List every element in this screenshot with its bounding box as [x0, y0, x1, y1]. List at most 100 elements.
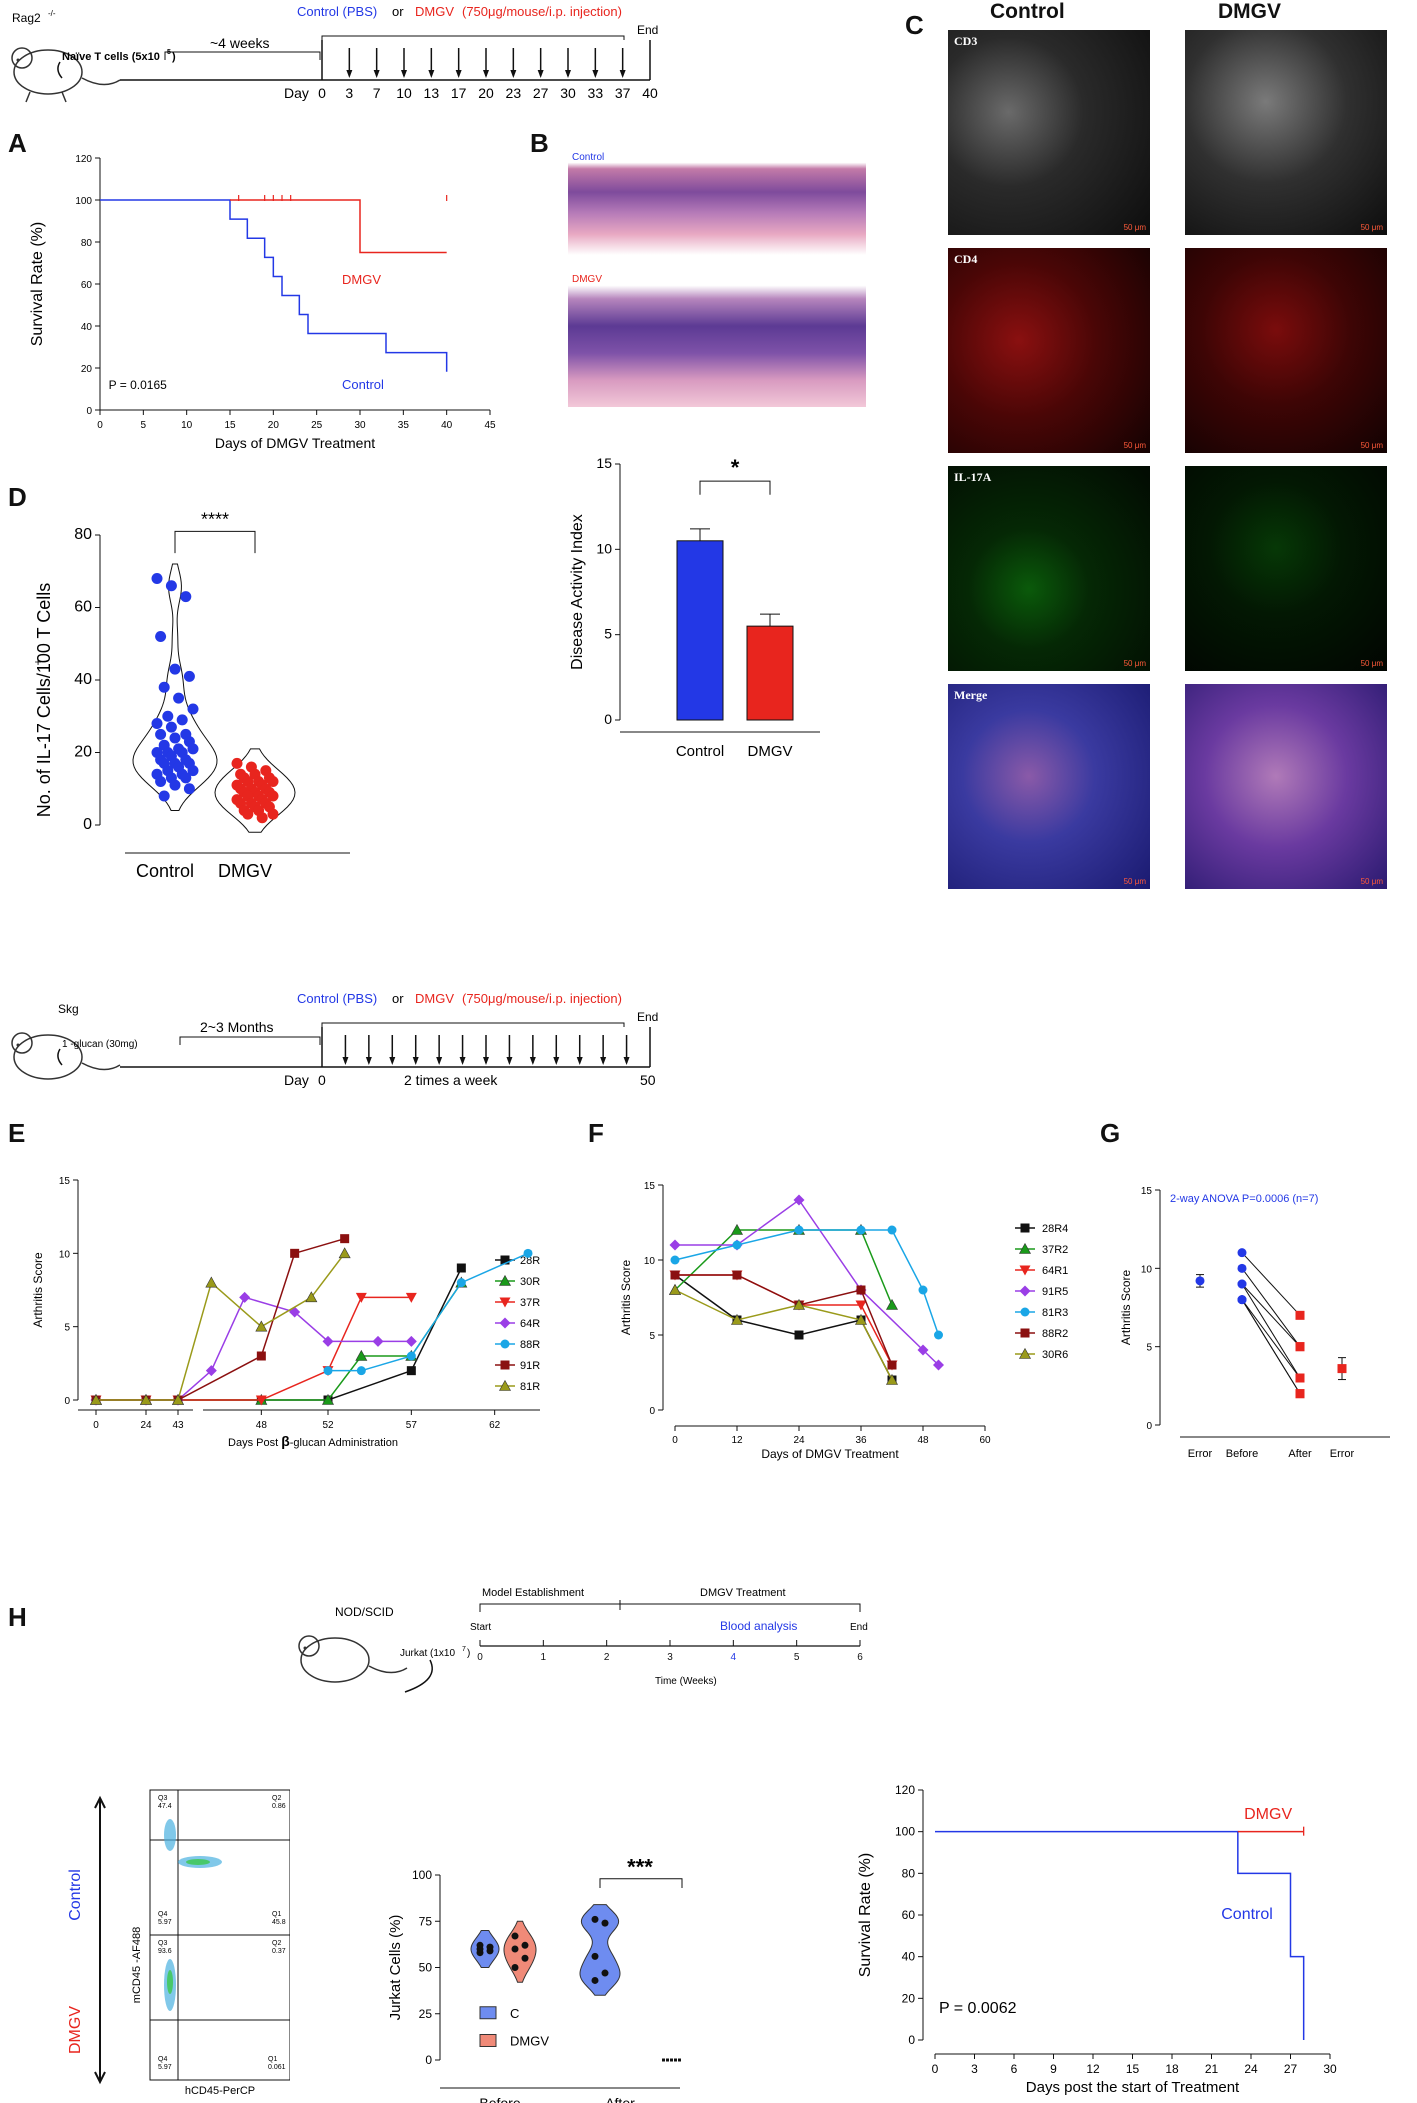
- schema-top-arrows: [346, 48, 626, 78]
- chart-hs-label-dmgv: DMGV: [1244, 1806, 1292, 1823]
- flow-control-q2-value: 0.86: [272, 1803, 286, 1810]
- flow-control-q1: Q1: [272, 1911, 281, 1918]
- chart-e-point: [355, 1292, 367, 1303]
- chart-f-legend-marker: [1018, 1347, 1032, 1359]
- chart-f-point: [887, 1360, 897, 1370]
- chart-g-before-point: [1237, 1263, 1247, 1273]
- schema-top-day-tick: 30: [560, 85, 576, 101]
- schema-h: NOD/SCID Jurkat (1x10 7 ) Model Establis…: [298, 1587, 868, 1693]
- chart-b-category-label: DMGV: [748, 743, 793, 760]
- chart-hv-c-before-point: [486, 1943, 494, 1951]
- chart-d-significance: ****: [201, 509, 229, 529]
- chart-e-x-label: Days Post β-glucan Administration: [228, 1433, 398, 1449]
- schema-top-arrowhead: [455, 70, 462, 78]
- chart-e-axes: 0 5 10 15 Arthritis Score: [31, 1176, 79, 1407]
- chart-e-point: [372, 1335, 384, 1347]
- schema-mid-arrowhead: [600, 1057, 607, 1065]
- chart-g-after-point: [1295, 1310, 1305, 1320]
- mouse-icon: [11, 1032, 121, 1080]
- schema-h-injection-sup: 7: [462, 1646, 466, 1653]
- chart-hv-y-tick-label: 50: [419, 1961, 433, 1975]
- chart-f-y-tick-label: 10: [644, 1256, 656, 1267]
- chart-d-point: [165, 721, 177, 733]
- schema-top-end: End: [637, 23, 658, 37]
- chart-e-legend-label: 88R2: [520, 1339, 540, 1351]
- chart-a-label-control: Control: [342, 377, 384, 392]
- chart-d-sig-bracket: [174, 530, 256, 554]
- chart-hs-annotation: P = 0.0062: [939, 2000, 1017, 2017]
- chart-e-point: [239, 1291, 251, 1303]
- chart-d-y-tick-label: 40: [74, 671, 92, 688]
- micro-dmgv-il17a-scale: 50 μm: [1360, 659, 1383, 668]
- schema-top-day-label: Day: [284, 85, 309, 101]
- schema-mid-mouse-label: Skg: [58, 1002, 79, 1016]
- chart-a-y-tick-label: 40: [81, 322, 93, 333]
- flow-control-q4: Q4: [158, 1911, 167, 1918]
- chart-a-y-label: Survival Rate (%): [29, 222, 46, 346]
- chart-hv-legend-dmgv: DMGV: [510, 2034, 549, 2049]
- chart-a-axes: 0 20 40 60 80 100 120 0 5 10 15 20 25 30 35 40 45 Surviva…: [29, 154, 496, 451]
- schema-top-injection-end: ): [172, 51, 176, 63]
- chart-e-y-tick-label: 10: [59, 1249, 71, 1260]
- chart-d-point: [231, 757, 243, 769]
- schema-top-day-tick: 10: [396, 85, 412, 101]
- chart-a-y-tick-label: 100: [75, 196, 92, 207]
- chart-d-point: [165, 580, 177, 592]
- chart-f-legend-label: 88R2: [1042, 1328, 1068, 1340]
- chart-f-legend-label: 30R6: [1042, 1349, 1068, 1361]
- schema-h-week-label: 3: [667, 1652, 673, 1663]
- chart-e-y-tick-label: 15: [59, 1176, 71, 1187]
- schema-mid-arrowhead: [412, 1057, 419, 1065]
- schema-top-day-tick: 3: [345, 85, 353, 101]
- chart-e-point: [523, 1248, 533, 1258]
- chart-f-point: [670, 1255, 680, 1265]
- schema-mid: Skg 1 -glucan (30mg) 2~3 Months Control …: [11, 991, 658, 1088]
- chart-f-point: [732, 1270, 742, 1280]
- chart-e-point: [255, 1395, 267, 1406]
- chart-d-point: [151, 573, 163, 584]
- chart-d-y-tick-label: 20: [74, 744, 92, 761]
- chart-f-x-tick-label: 60: [979, 1435, 991, 1446]
- micro-dmgv-cd4: 50 μm: [1185, 248, 1387, 453]
- schema-top-arrowhead: [565, 70, 571, 78]
- chart-e-x-tick-label: 52: [322, 1420, 334, 1431]
- mouse-icon: [11, 47, 121, 103]
- chart-a-y-tick-label: 120: [75, 154, 92, 165]
- chart-f-legend-label: 28R4: [1042, 1223, 1068, 1235]
- flow-dmgv-q2-value: 0.37: [272, 1948, 286, 1955]
- schema-mid-arrowhead: [436, 1057, 443, 1065]
- schema-mid-day0: 0: [318, 1072, 326, 1088]
- chart-hs-y-tick-label: 20: [902, 1991, 916, 2005]
- chart-hv-c-after-point: [601, 1919, 609, 1927]
- chart-hv-axes: 0 25 50 75 100 Jurkat Cells (%): [387, 1868, 441, 2067]
- chart-e-point: [322, 1335, 334, 1347]
- histology-control-label: Control: [572, 152, 605, 163]
- chart-e-x-tick-label: 24: [140, 1420, 152, 1431]
- chart-e-x-tick-label: 57: [406, 1420, 418, 1431]
- chart-e-legend-marker: [499, 1317, 511, 1329]
- chart-f-point: [668, 1283, 682, 1295]
- schema-top-day-tick: 23: [506, 85, 522, 101]
- chart-b-y-tick-label: 5: [604, 626, 612, 642]
- chart-a-x-tick-label: 0: [97, 420, 103, 431]
- chart-d-y-label: No. of IL-17 Cells/100 T Cells: [34, 583, 54, 817]
- chart-e-arthritis: 0 5 10 15 Arthritis Score 0 24 43 48 52 57 62 Days P…: [31, 1176, 540, 1449]
- flow-dmgv-q1-value: 0.061: [268, 2064, 286, 2071]
- panel-letter-b: B: [530, 128, 549, 158]
- chart-b-y-tick-label: 10: [596, 540, 612, 556]
- chart-e-legend-marker: [500, 1339, 510, 1349]
- chart-f-legend-marker: [1020, 1328, 1030, 1338]
- chart-f-point: [856, 1225, 866, 1235]
- chart-b-bar-control: [676, 540, 724, 721]
- micro-dmgv-il17a: 50 μm: [1185, 466, 1387, 671]
- chart-f-legend-marker: [1019, 1265, 1031, 1276]
- chart-f-point: [885, 1298, 899, 1310]
- schema-top: Rag2 -/- Naïve T cells (5x10 5 ) ~4 week…: [11, 4, 658, 103]
- schema-h-week-label: 0: [477, 1652, 483, 1663]
- panel-letter-g: G: [1100, 1118, 1121, 1148]
- chart-d-point: [267, 790, 279, 802]
- schema-mid-arrowhead: [553, 1057, 560, 1065]
- micro-control-il17a-scale: 50 μm: [1123, 659, 1146, 668]
- schema-top-injection: Naïve T cells (5x10: [62, 51, 160, 63]
- chart-d-violin-dmgv: [214, 748, 296, 833]
